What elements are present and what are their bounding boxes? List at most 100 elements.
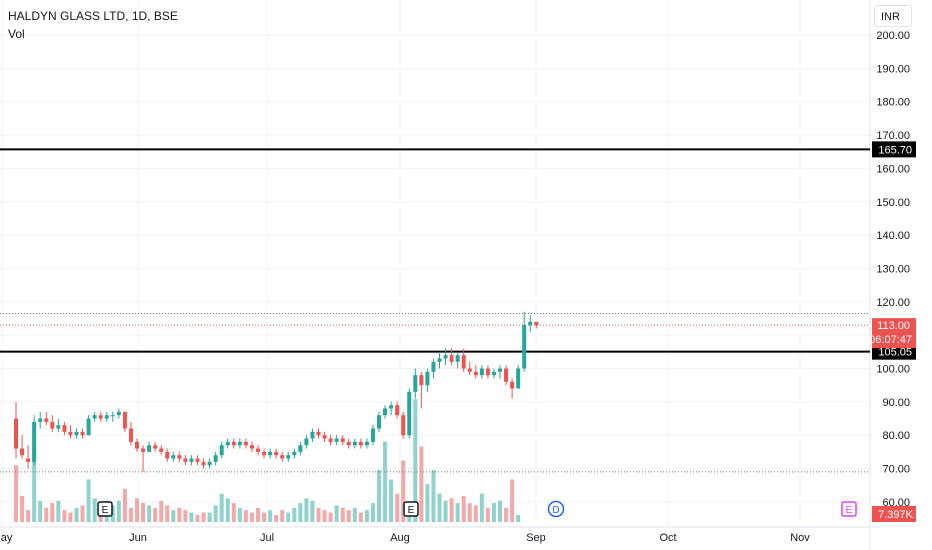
volume-bar	[334, 505, 339, 522]
volume-bar	[304, 498, 309, 522]
x-tick-label: May	[0, 532, 13, 544]
volume-bar	[183, 510, 188, 522]
candle-body	[534, 321, 539, 326]
candle-body	[92, 415, 97, 419]
y-tick-label: 100.00	[876, 364, 910, 376]
y-tick-label: 140.00	[876, 230, 910, 242]
candle-body	[467, 368, 472, 372]
candle-body	[153, 445, 158, 449]
volume-bar	[443, 500, 448, 522]
volume-bar	[165, 505, 170, 522]
candle-body	[177, 455, 182, 459]
candle-body	[304, 438, 309, 446]
candle-body	[249, 445, 254, 449]
candle-body	[443, 355, 448, 359]
y-tick-label: 190.00	[876, 63, 910, 75]
y-tick-label: 120.00	[876, 297, 910, 309]
candle-body	[256, 448, 260, 452]
candle-body	[455, 355, 460, 362]
volume-bar	[262, 512, 267, 522]
symbol-title[interactable]: HALDYN GLASS LTD, 1D, BSE	[8, 9, 178, 23]
price-axis[interactable]: 60.0070.0080.0090.00100.00110.00120.0013…	[869, 30, 916, 522]
volume-bar	[322, 510, 327, 522]
candle-body	[98, 415, 103, 419]
candle-body	[50, 421, 55, 429]
volume-bar	[498, 500, 502, 522]
candle-body	[86, 418, 91, 436]
candle-body	[401, 415, 406, 436]
candle-body	[171, 455, 176, 459]
volume-bar	[189, 512, 194, 522]
volume-bar	[425, 484, 430, 522]
volume-bar	[141, 503, 146, 522]
candle-body	[485, 368, 490, 376]
candle-body	[147, 445, 152, 452]
x-tick-label: Sep	[526, 532, 546, 544]
y-tick-label: 130.00	[876, 263, 910, 275]
countdown-label: 06:07:47	[869, 334, 912, 346]
y-tick-label: 60.00	[882, 497, 910, 509]
volume-indicator-label[interactable]: Vol	[8, 27, 25, 41]
y-tick-label: 180.00	[876, 97, 910, 109]
candle-body	[237, 441, 242, 446]
candle-body	[346, 441, 351, 446]
y-tick-label: 160.00	[876, 163, 910, 175]
candle-body	[437, 358, 442, 362]
volume-bar	[516, 514, 521, 522]
candle-body	[413, 375, 418, 392]
volume-bar	[467, 503, 472, 522]
candle-body	[243, 441, 248, 446]
volume-bar	[159, 500, 164, 522]
candle-body	[231, 441, 236, 446]
last-price-label-bg	[872, 318, 916, 349]
volume-bar	[122, 488, 127, 522]
x-tick-label: Aug	[390, 532, 410, 544]
volume-bar	[479, 493, 484, 522]
horizontal-lines	[0, 148, 870, 473]
volume-bar	[32, 455, 37, 522]
volume-bar	[491, 503, 496, 522]
volume-bar	[14, 465, 18, 522]
candle-body	[328, 438, 333, 442]
volume-bar	[292, 507, 297, 522]
candle-body	[262, 451, 267, 456]
volume-bar	[80, 505, 85, 522]
candle-body	[310, 431, 315, 439]
candle-body	[116, 411, 121, 416]
candle-body	[189, 458, 194, 462]
volume-bar	[346, 510, 351, 522]
earnings-badge: E	[102, 505, 109, 516]
x-tick-label: Nov	[790, 532, 810, 544]
volume-bar	[195, 514, 200, 522]
candle-body	[183, 458, 188, 462]
volume-bar	[38, 500, 43, 522]
candle-body	[370, 428, 375, 442]
volume-bar	[207, 512, 212, 522]
candle-body	[80, 431, 85, 436]
candle-body	[195, 458, 200, 462]
candle-body	[159, 448, 164, 452]
currency-selector[interactable]: INR	[874, 5, 912, 27]
volume-bar	[449, 498, 454, 522]
volume-bar	[389, 479, 394, 522]
candle-body	[26, 458, 31, 462]
candle-body	[389, 405, 394, 409]
candle-body	[479, 368, 484, 376]
candle-body	[419, 375, 424, 386]
chart-grid	[0, 0, 871, 550]
volume-bar	[328, 512, 333, 522]
candle-body	[395, 405, 400, 416]
x-tick-label: Jun	[129, 532, 147, 544]
volume-bar	[249, 512, 254, 522]
y-tick-label: 90.00	[882, 397, 910, 409]
volume-bar	[461, 496, 466, 522]
candle-body	[425, 371, 430, 386]
volume-bar	[110, 505, 115, 522]
volume-label-bg	[872, 506, 916, 522]
time-axis[interactable]: May Jun Jul Aug Sep Oct Nov	[0, 532, 810, 544]
candle-body	[522, 325, 527, 369]
volume-bar	[213, 505, 218, 522]
upper-hline-price-label-bg	[872, 141, 916, 158]
candle-body	[38, 418, 43, 422]
